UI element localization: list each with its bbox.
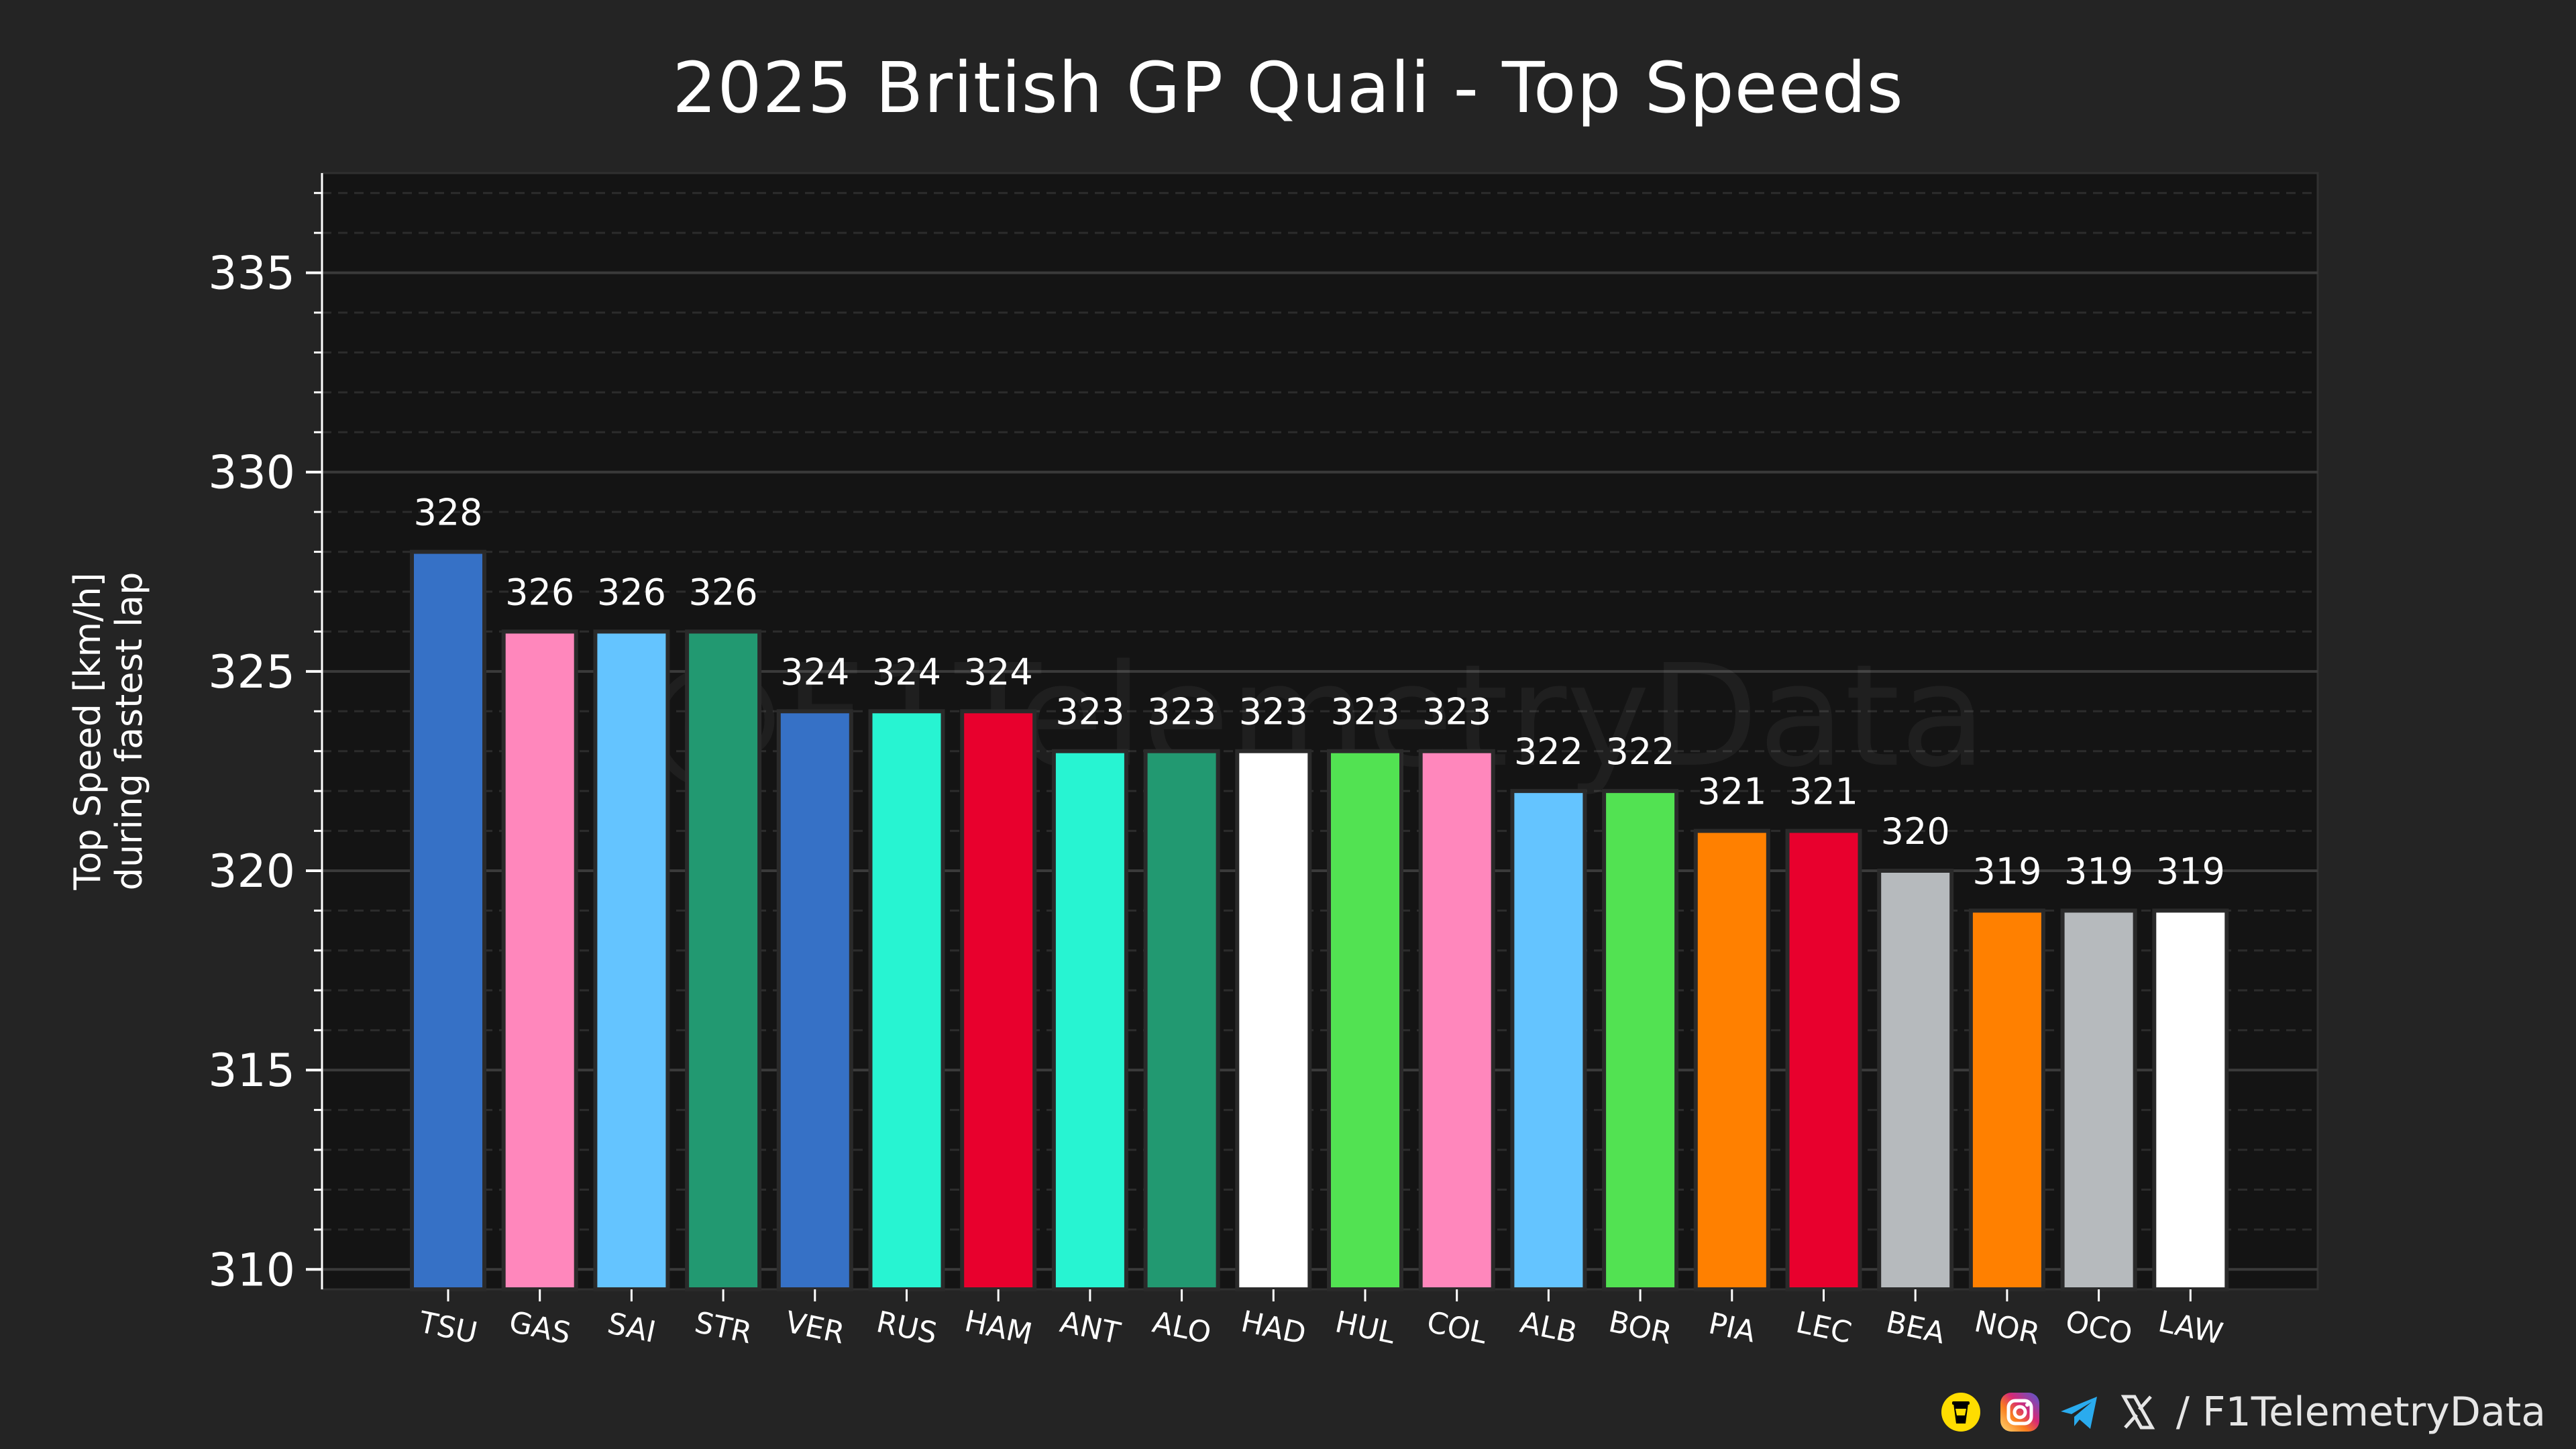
x-tick-label: HUL: [1332, 1305, 1399, 1351]
x-tick-label: PIA: [1706, 1306, 1759, 1349]
bar-value-label: 323: [1330, 691, 1399, 733]
x-tick-label: LAW: [2155, 1305, 2226, 1352]
footer-handle[interactable]: / F1TelemetryData: [2176, 1389, 2546, 1436]
bar-value-labels: 328 326 326 326 324 324 324 323 323 323 323 323 322 3…: [413, 492, 2224, 893]
bar-rus: [868, 709, 945, 1292]
bar-value-label: 323: [1055, 691, 1124, 733]
bar-ver: [776, 709, 853, 1292]
bar-alb: [1510, 789, 1587, 1291]
bar-value-label: 323: [1147, 691, 1216, 733]
chart-title: 2025 British GP Quali - Top Speeds: [672, 47, 1904, 129]
bar-bor: [1602, 789, 1679, 1291]
bar-value-label: 324: [964, 651, 1033, 693]
x-tick-label: OCO: [2062, 1304, 2135, 1352]
bar-bea: [1877, 869, 1954, 1291]
y-tick-label: 325: [208, 646, 295, 699]
bar-value-label: 319: [2064, 850, 2133, 892]
bar-value-label: 321: [1697, 771, 1766, 813]
bar-value-label: 326: [505, 571, 574, 613]
x-tick-label: VER: [782, 1305, 847, 1350]
bar-col: [1418, 749, 1495, 1291]
y-axis: 310 315 320 325 330 335: [208, 173, 323, 1297]
bar-value-label: 322: [1514, 731, 1583, 773]
bar-had: [1235, 749, 1312, 1291]
x-tick-label: ALO: [1150, 1305, 1214, 1350]
y-tick-label: 310: [208, 1244, 295, 1297]
watermark-text: @F1TelemetryData: [643, 634, 1986, 798]
bar-law: [2152, 908, 2229, 1291]
bar-str: [685, 629, 762, 1291]
x-axis-labels: TSU GAS SAI STR VER RUS HAM ANT ALO HAD HUL COL ALB B…: [415, 1289, 2226, 1352]
bar-sai: [593, 629, 670, 1291]
bar-value-label: 319: [2156, 850, 2225, 892]
y-tick-label: 315: [208, 1044, 295, 1097]
bar-value-label: 324: [872, 651, 941, 693]
x-tick-label: BOR: [1606, 1305, 1675, 1352]
buymeacoffee-icon[interactable]: [1940, 1391, 1982, 1433]
bar-ham: [960, 709, 1037, 1292]
bar-value-label: 326: [597, 571, 666, 613]
x-tick-label: SAI: [604, 1306, 659, 1350]
bar-oco: [2060, 908, 2137, 1291]
bar-gas: [501, 629, 578, 1291]
bar-value-label: 323: [1422, 691, 1491, 733]
bar-ant: [1051, 749, 1128, 1291]
bar-alo: [1143, 749, 1220, 1291]
y-tick-label: 320: [208, 845, 295, 898]
bar-value-label: 320: [1881, 810, 1950, 853]
x-tick-label: COL: [1424, 1305, 1491, 1351]
instagram-icon[interactable]: [1999, 1391, 2041, 1433]
x-tick-label: RUS: [873, 1305, 940, 1351]
bar-value-label: 319: [1972, 850, 2041, 892]
bar-value-label: 328: [413, 492, 482, 534]
bar-nor: [1968, 908, 2045, 1291]
bar-value-label: 322: [1606, 731, 1675, 773]
bars: [410, 549, 2229, 1292]
bar-hul: [1327, 749, 1403, 1291]
bar-value-label: 326: [689, 571, 758, 613]
x-tick-label: ANT: [1057, 1305, 1124, 1351]
y-tick-label: 335: [208, 248, 295, 301]
x-tick-label: HAD: [1238, 1304, 1309, 1351]
bar-lec: [1785, 828, 1862, 1291]
bar-pia: [1693, 828, 1770, 1291]
x-tick-label: STR: [692, 1305, 755, 1351]
bar-value-label: 324: [780, 651, 849, 693]
x-tick-label: BEA: [1883, 1305, 1948, 1350]
footer-credits: / F1TelemetryData: [1940, 1385, 2546, 1439]
x-tick-label: HAM: [962, 1304, 1036, 1352]
x-tick-label: LEC: [1793, 1305, 1855, 1350]
bar-tsu: [410, 549, 486, 1291]
x-tick-label: GAS: [506, 1305, 574, 1351]
y-tick-label: 330: [208, 447, 295, 500]
x-icon[interactable]: [2117, 1391, 2159, 1433]
x-tick-label: ALB: [1517, 1305, 1580, 1351]
x-tick-label: NOR: [1972, 1304, 2043, 1351]
bar-value-label: 321: [1789, 771, 1858, 813]
bar-value-label: 323: [1239, 691, 1308, 733]
telegram-icon[interactable]: [2058, 1391, 2100, 1433]
x-tick-label: TSU: [415, 1305, 480, 1350]
